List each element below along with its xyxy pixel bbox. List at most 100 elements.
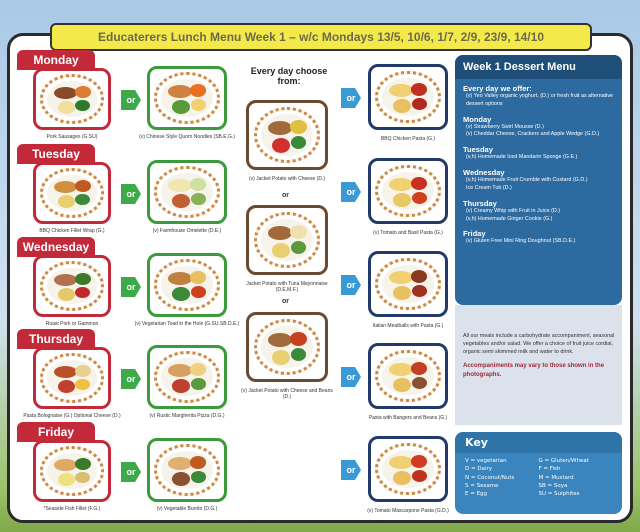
main-dish-photo: [33, 347, 111, 409]
day-tab-wednesday: Wednesday: [17, 237, 95, 257]
allergen-key: Key V = vegetarian G = Gluten/Wheat D = Da…: [455, 432, 622, 514]
food-item: [168, 364, 192, 377]
food-item: [57, 195, 75, 209]
dessert-day-heading: Friday: [463, 229, 486, 239]
key-entry: F = Fish: [538, 466, 561, 473]
dessert-item: Ice Cream Tub (D.): [466, 184, 512, 191]
plate: [154, 72, 220, 124]
pasta-dish-photo: [368, 436, 448, 502]
food-item: [271, 242, 291, 258]
food-item: [271, 349, 291, 365]
plate: [253, 318, 321, 376]
food-item: [410, 269, 428, 284]
veg-dish-photo: [147, 160, 227, 224]
dessert-day-heading: Tuesday: [463, 145, 493, 155]
or-label: or: [282, 192, 289, 199]
food-item: [393, 471, 411, 486]
dessert-item: (v) Yeo Valley organic yoghurt, (D.) or …: [466, 93, 614, 107]
or-arrow-icon: or: [341, 88, 361, 108]
dessert-item: (v,h) Homemade Ginger Cookie (G.): [466, 215, 553, 222]
everyday-dish-photo: [246, 100, 328, 170]
dish-caption: Italian Meatballs with Pasta (G.): [372, 323, 444, 329]
food-item: [411, 469, 427, 483]
dish-caption: Pasta Bolognaise (G.) Optional Cheese (D…: [23, 413, 121, 419]
day-tab-friday: Friday: [17, 422, 95, 442]
pasta-dish-photo: [368, 343, 448, 409]
main-dish-photo: [33, 255, 111, 317]
dessert-day-heading: Monday: [463, 114, 492, 124]
dish-caption: (v) Tomato Mascarpone Pasta (G.D.): [367, 508, 449, 514]
food-item: [53, 86, 77, 99]
dessert-day-heading: Wednesday: [463, 168, 505, 178]
dessert-item: (v,h) Homemade Fruit Crumble with Custar…: [466, 177, 588, 184]
dish-caption: Jacket Potato with Tuna Mayonnaise (D.E.…: [246, 281, 328, 293]
key-entry: G = Gluten/Wheat: [538, 458, 589, 464]
food-item: [74, 458, 91, 471]
food-item: [53, 180, 77, 193]
food-item: [190, 285, 206, 298]
food-item: [172, 287, 190, 301]
food-item: [168, 272, 192, 285]
main-dish-photo: [33, 68, 111, 130]
info-panel: All our meals include a carbohydrate acc…: [455, 305, 622, 425]
food-item: [267, 120, 292, 135]
plate: [40, 74, 104, 124]
plate: [154, 444, 220, 496]
food-item: [410, 454, 428, 469]
pasta-dish-photo: [368, 251, 448, 317]
or-arrow-icon: or: [341, 275, 361, 295]
dessert-item: (v,h) Homemade Iced Mandarin Sponge (G.E…: [466, 154, 578, 161]
food-item: [75, 471, 91, 484]
pasta-dish-photo: [368, 64, 448, 130]
day-tab-thursday: Thursday: [17, 329, 95, 349]
dish-caption: (v) Farmhouse Omelette (D.E.): [152, 228, 222, 234]
main-dish-photo: [33, 162, 111, 224]
plate: [253, 106, 321, 164]
food-item: [290, 347, 307, 362]
dish-caption: Pork Sausages (G.SU): [46, 134, 98, 140]
food-item: [190, 377, 206, 390]
plate: [154, 351, 220, 403]
day-tab-monday: Monday: [17, 50, 95, 70]
food-item: [189, 271, 207, 285]
food-item: [168, 457, 192, 470]
food-item: [271, 137, 291, 153]
everyday-heading: Every day choose from:: [250, 66, 328, 86]
veg-dish-photo: [147, 438, 227, 502]
food-item: [190, 192, 206, 205]
food-item: [53, 273, 77, 286]
or-arrow-icon: or: [121, 369, 141, 389]
food-item: [57, 288, 75, 302]
key-entry: N = Coconut/Nuts: [465, 474, 515, 481]
food-item: [189, 456, 207, 470]
dessert-day-heading: Thursday: [463, 198, 497, 208]
food-item: [411, 284, 427, 298]
plate: [40, 168, 104, 218]
key-entry: E = Egg: [465, 491, 488, 497]
dish-caption: BBQ Chicken Pasta (G.): [380, 136, 436, 142]
food-item: [74, 365, 91, 378]
food-item: [393, 286, 411, 301]
or-label: or: [282, 298, 289, 305]
food-item: [57, 380, 75, 394]
food-item: [168, 85, 192, 98]
or-arrow-icon: or: [341, 367, 361, 387]
pasta-dish-photo: [368, 158, 448, 224]
or-arrow-icon: or: [341, 460, 361, 480]
food-item: [389, 270, 413, 284]
food-item: [411, 97, 427, 111]
food-item: [189, 84, 207, 98]
key-entry: M = Mustard: [538, 474, 574, 481]
food-item: [190, 470, 206, 483]
or-arrow-icon: or: [341, 182, 361, 202]
info-text: All our meals include a carbohydrate acc…: [463, 333, 615, 355]
plate: [375, 70, 441, 124]
veg-dish-photo: [147, 253, 227, 317]
dessert-item: (v) Cheddar Cheese, Crackers and Apple W…: [466, 131, 600, 138]
or-arrow-icon: or: [121, 462, 141, 482]
dish-caption: (v) Chinese Style Quorn Noodles (SB.E.G.…: [139, 134, 235, 140]
food-item: [172, 194, 190, 208]
dish-caption: BBQ Chicken Fillet Wrap (G.): [39, 228, 105, 234]
food-item: [172, 100, 190, 114]
food-item: [168, 179, 192, 192]
